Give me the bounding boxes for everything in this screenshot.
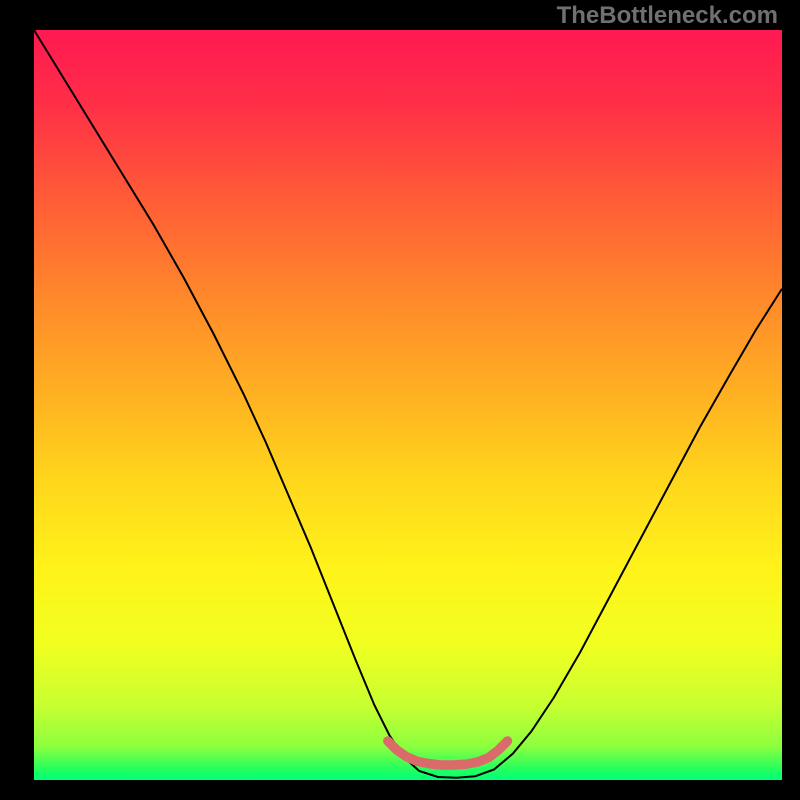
bottleneck-chart: TheBottleneck.com (0, 0, 800, 800)
chart-svg (0, 0, 800, 800)
plot-background (34, 30, 782, 780)
watermark-text: TheBottleneck.com (557, 2, 778, 30)
